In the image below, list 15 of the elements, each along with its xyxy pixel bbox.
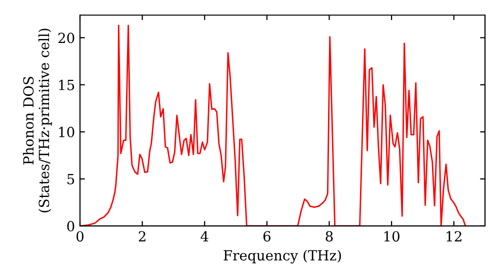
y-tick-label: 20: [58, 32, 74, 44]
x-tick-label: 0: [76, 231, 84, 242]
x-tick-label: 6: [263, 231, 270, 242]
x-tick-label: 12: [446, 231, 462, 242]
x-axis-title: Frequency (THz): [224, 250, 341, 264]
line-series: [80, 24, 466, 226]
y-tick-label: 15: [59, 80, 74, 90]
y-tick-label: 0: [67, 220, 74, 232]
x-tick-label: 10: [384, 231, 400, 242]
y-axis-title: Phonon DOS (States/THz·primitive cell): [22, 28, 52, 212]
y-tick-label: 5: [67, 174, 74, 184]
x-tick-label: 2: [138, 231, 146, 242]
y-tick-label: 10: [59, 126, 74, 138]
x-tick-label: 4: [200, 231, 208, 242]
x-tick-label: 8: [326, 231, 333, 242]
